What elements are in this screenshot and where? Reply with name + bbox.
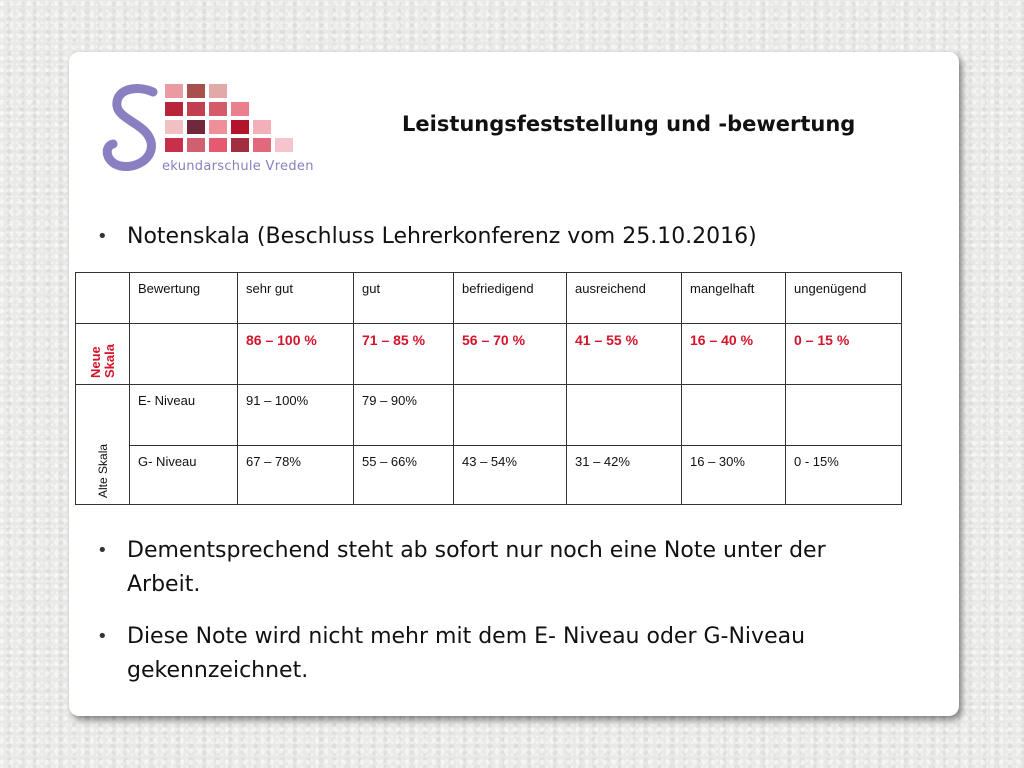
bullet-text: Dementsprechend steht ab sofort nur noch…: [127, 538, 826, 597]
school-logo: ekundarschule Vreden: [95, 80, 355, 180]
table-cell: 43 – 54%: [453, 445, 567, 505]
table-cell: 91 – 100%: [237, 384, 354, 446]
table-cell: 56 – 70 %: [453, 323, 567, 385]
header-cell: Bewertung: [129, 272, 238, 324]
table-cell: 55 – 66%: [353, 445, 454, 505]
table-cell: [129, 323, 238, 385]
table-cell: 31 – 42%: [566, 445, 682, 505]
alte-skala-text: Alte Skala: [95, 443, 110, 498]
logo-graphic: [102, 84, 293, 171]
table-cell: [785, 384, 902, 446]
table-cell: 67 – 78%: [237, 445, 354, 505]
header-cell: [75, 272, 130, 324]
slide: ekundarschule Vreden Leistungsfeststellu…: [69, 52, 959, 716]
neue-skala-label: Neue Skala: [75, 323, 130, 385]
table-cell: 79 – 90%: [353, 384, 454, 446]
table-row-neue-skala: Neue Skala 86 – 100 % 71 – 85 % 56 – 70 …: [75, 323, 902, 385]
table-row-g-niveau: G- Niveau 67 – 78% 55 – 66% 43 – 54% 31 …: [76, 445, 902, 505]
neue-skala-text: Neue Skala: [87, 344, 117, 378]
grade-scale-table: Bewertung sehr gut gut befriedigend ausr…: [75, 272, 902, 505]
header-cell: ausreichend: [566, 272, 682, 324]
table-cell: 86 – 100 %: [237, 323, 354, 385]
header-cell: befriedigend: [453, 272, 567, 324]
page-title: Leistungsfeststellung und -bewertung: [402, 112, 856, 136]
table-cell: E- Niveau: [129, 384, 238, 446]
bullet-text: Diese Note wird nicht mehr mit dem E- Ni…: [127, 624, 806, 683]
table-cell: 0 - 15%: [785, 445, 902, 505]
header-cell: mangelhaft: [681, 272, 786, 324]
table-cell: [681, 384, 786, 446]
header-cell: sehr gut: [237, 272, 354, 324]
bullet-text: Notenskala (Beschluss Lehrerkonferenz vo…: [127, 224, 757, 249]
header-cell: gut: [353, 272, 454, 324]
table-row-e-niveau: Alte Skala E- Niveau 91 – 100% 79 – 90%: [75, 384, 902, 505]
bullet-icon: •: [97, 540, 108, 561]
table-cell: 71 – 85 %: [353, 323, 454, 385]
table-cell: 0 – 15 %: [785, 323, 902, 385]
table-cell: 16 – 40 %: [681, 323, 786, 385]
table-cell: 41 – 55 %: [566, 323, 682, 385]
bullet-icon: •: [97, 626, 108, 647]
table-cell: [566, 384, 682, 446]
bullet-icon: •: [97, 226, 108, 247]
table-cell: [453, 384, 567, 446]
table-cell: 16 – 30%: [681, 445, 786, 505]
header-cell: ungenügend: [785, 272, 902, 324]
alte-skala-label: Alte Skala: [75, 384, 130, 505]
table-header-row: Bewertung sehr gut gut befriedigend ausr…: [75, 272, 902, 324]
table-cell: G- Niveau: [129, 445, 238, 505]
logo-text: ekundarschule Vreden: [162, 159, 314, 174]
